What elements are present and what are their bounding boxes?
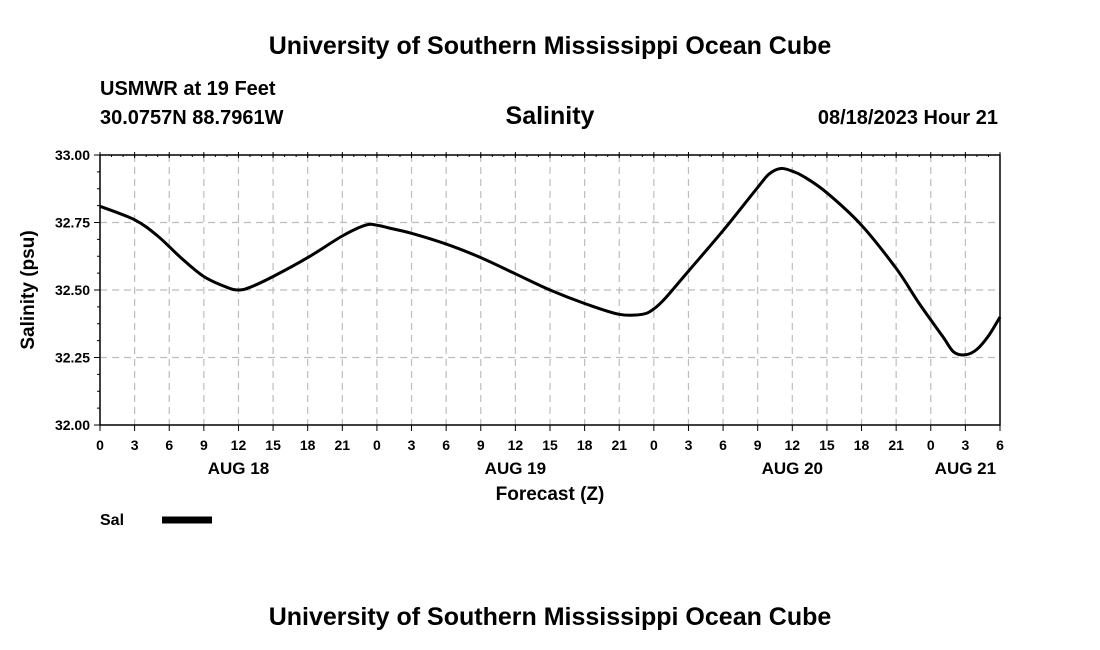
x-tick-label: 12	[508, 437, 524, 453]
x-tick-label: 21	[611, 437, 627, 453]
x-tick-label: 12	[231, 437, 247, 453]
x-tick-label: 9	[477, 437, 485, 453]
x-tick-label: 15	[265, 437, 281, 453]
day-label: AUG 19	[485, 459, 546, 478]
y-axis: 32.00 32.25 32.50 32.75 33.00	[55, 147, 100, 433]
x-tick-label: 6	[719, 437, 727, 453]
legend-label: Sal	[100, 512, 124, 529]
x-tick-label: 18	[854, 437, 870, 453]
x-tick-label: 15	[819, 437, 835, 453]
x-axis-label: Forecast (Z)	[496, 484, 605, 505]
chart-title: Salinity	[506, 102, 595, 130]
x-tick-label: 6	[165, 437, 173, 453]
x-tick-label: 12	[785, 437, 801, 453]
x-tick-label: 21	[335, 437, 351, 453]
x-tick-label: 9	[754, 437, 762, 453]
x-tick-label: 18	[577, 437, 593, 453]
x-tick-label: 3	[961, 437, 969, 453]
x-tick-label: 0	[927, 437, 935, 453]
y-tick-label: 32.25	[55, 350, 90, 366]
y-tick-label: 32.00	[55, 417, 90, 433]
x-tick-label: 6	[442, 437, 450, 453]
x-tick-label: 6	[996, 437, 1004, 453]
x-tick-label: 0	[373, 437, 381, 453]
x-tick-label: 21	[888, 437, 904, 453]
x-tick-label: 15	[542, 437, 558, 453]
day-label: AUG 20	[762, 459, 823, 478]
series-group	[99, 166, 1002, 357]
plot-frame	[99, 154, 1001, 426]
y-tick-label: 33.00	[55, 147, 90, 163]
x-tick-label: 0	[96, 437, 104, 453]
x-tick-label: 0	[650, 437, 658, 453]
grid-lines	[100, 155, 1000, 425]
y-tick-label: 32.50	[55, 282, 90, 298]
day-label: AUG 18	[208, 459, 269, 478]
series-line-sal	[99, 166, 1002, 357]
datetime-label: 08/18/2023 Hour 21	[818, 107, 998, 129]
y-tick-label: 32.75	[55, 215, 90, 231]
day-labels: AUG 18 AUG 19 AUG 20 AUG 21	[208, 459, 996, 478]
x-tick-label: 3	[685, 437, 693, 453]
y-axis-label: Salinity (psu)	[18, 230, 39, 349]
x-tick-label: 18	[300, 437, 316, 453]
x-tick-label: 3	[131, 437, 139, 453]
bottom-title: University of Southern Mississippi Ocean…	[269, 603, 832, 631]
station-label: USMWR at 19 Feet	[100, 78, 276, 100]
location-label: 30.0757N 88.7961W	[100, 107, 284, 129]
legend: Sal	[100, 512, 212, 529]
top-title: University of Southern Mississippi Ocean…	[269, 32, 832, 60]
day-label: AUG 21	[935, 459, 996, 478]
x-tick-label: 3	[408, 437, 416, 453]
x-axis: 0 3 6 9 12 15 18 21 0 3 6 9 12 15 18 21 0 3 6 9 12 15 18 21 0 3 6	[96, 152, 1004, 453]
x-tick-label: 9	[200, 437, 208, 453]
